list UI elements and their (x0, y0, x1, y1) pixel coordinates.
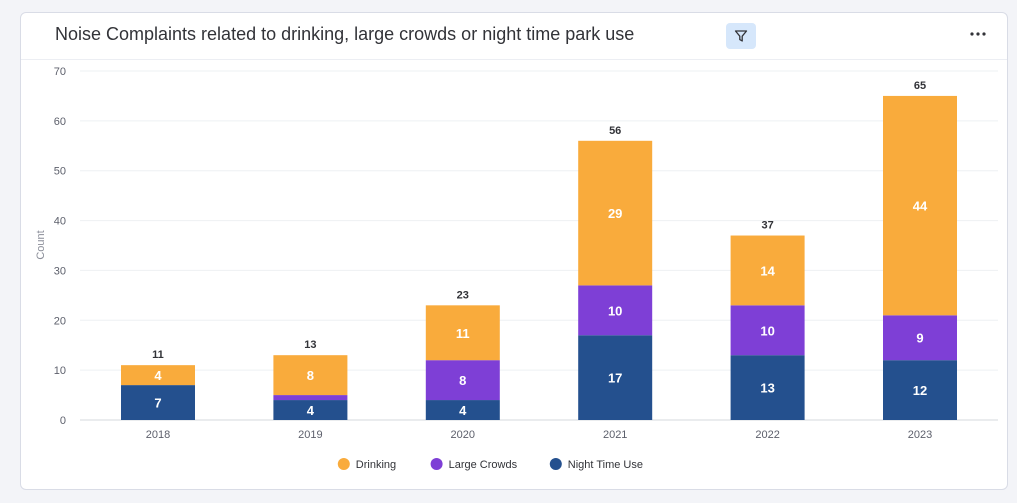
bar-value-label: 11 (456, 326, 470, 341)
bar-total-label: 37 (761, 220, 773, 232)
bar-segment (425, 400, 500, 420)
y-tick-label: 10 (54, 365, 66, 377)
y-axis-label: Count (35, 230, 47, 259)
bar-segment (121, 385, 195, 420)
y-tick-label: 60 (54, 116, 66, 128)
legend-label: Night Time Use (568, 459, 643, 471)
bar-value-label: 10 (608, 303, 622, 318)
y-tick-label: 70 (54, 66, 66, 78)
y-tick-label: 30 (54, 265, 66, 277)
bar-value-label: 4 (459, 403, 467, 418)
bar-value-label: 4 (154, 368, 162, 383)
bar-segment (121, 365, 195, 386)
card-header: Noise Complaints related to drinking, la… (21, 13, 1007, 60)
y-tick-label: 0 (60, 415, 66, 427)
bar-total-label: 65 (914, 80, 926, 92)
bar-value-label: 4 (307, 403, 315, 418)
bar-value-label: 8 (459, 373, 466, 388)
filter-button[interactable] (726, 23, 756, 49)
bar-value-label: 9 (916, 331, 923, 346)
bar-value-label: 12 (913, 383, 927, 398)
bar-total-label: 56 (609, 125, 621, 137)
x-tick-label: 2018 (146, 429, 170, 441)
bar-segment (273, 400, 348, 420)
bar-segment (578, 140, 653, 286)
bar-segment (730, 235, 805, 306)
bar-total-label: 11 (152, 349, 164, 361)
legend-swatch (337, 458, 350, 470)
y-tick-label: 50 (54, 166, 66, 178)
bar-segment (883, 95, 957, 316)
chart-title: Noise Complaints related to drinking, la… (55, 24, 635, 44)
bar-segment (578, 335, 653, 420)
y-tick-label: 20 (54, 315, 66, 327)
legend-label: Drinking (356, 459, 396, 471)
bar-value-label: 13 (760, 381, 774, 396)
bar-total-label: 23 (457, 289, 469, 301)
legend-swatch (430, 458, 443, 470)
bar-total-label: 13 (304, 339, 316, 351)
bar-value-label: 8 (307, 368, 314, 383)
bar-segment (883, 360, 957, 420)
more-horizontal-icon (970, 32, 986, 36)
bar-value-label: 44 (913, 199, 928, 214)
legend-swatch (549, 458, 562, 470)
y-tick-label: 40 (54, 216, 66, 228)
more-options-button[interactable] (965, 22, 991, 46)
bar-segment (730, 355, 805, 420)
bar-value-label: 14 (760, 263, 775, 278)
filter-icon (734, 30, 748, 42)
bar-segment (730, 305, 805, 356)
bar-value-label: 7 (154, 396, 161, 411)
bar-value-label: 29 (608, 206, 622, 221)
bar-segment (425, 360, 500, 401)
x-tick-label: 2022 (755, 429, 779, 441)
legend-label: Large Crowds (449, 459, 518, 471)
x-tick-label: 2020 (451, 429, 475, 441)
bar-segment (273, 355, 348, 396)
x-tick-label: 2023 (908, 429, 932, 441)
bar-segment (578, 285, 653, 336)
bar-segment (273, 395, 348, 401)
bar-value-label: 17 (608, 371, 622, 386)
bar-segment (883, 315, 957, 361)
x-tick-label: 2019 (298, 429, 322, 441)
x-tick-label: 2021 (603, 429, 627, 441)
bar-value-label: 10 (760, 323, 774, 338)
bar-segment (425, 305, 500, 361)
